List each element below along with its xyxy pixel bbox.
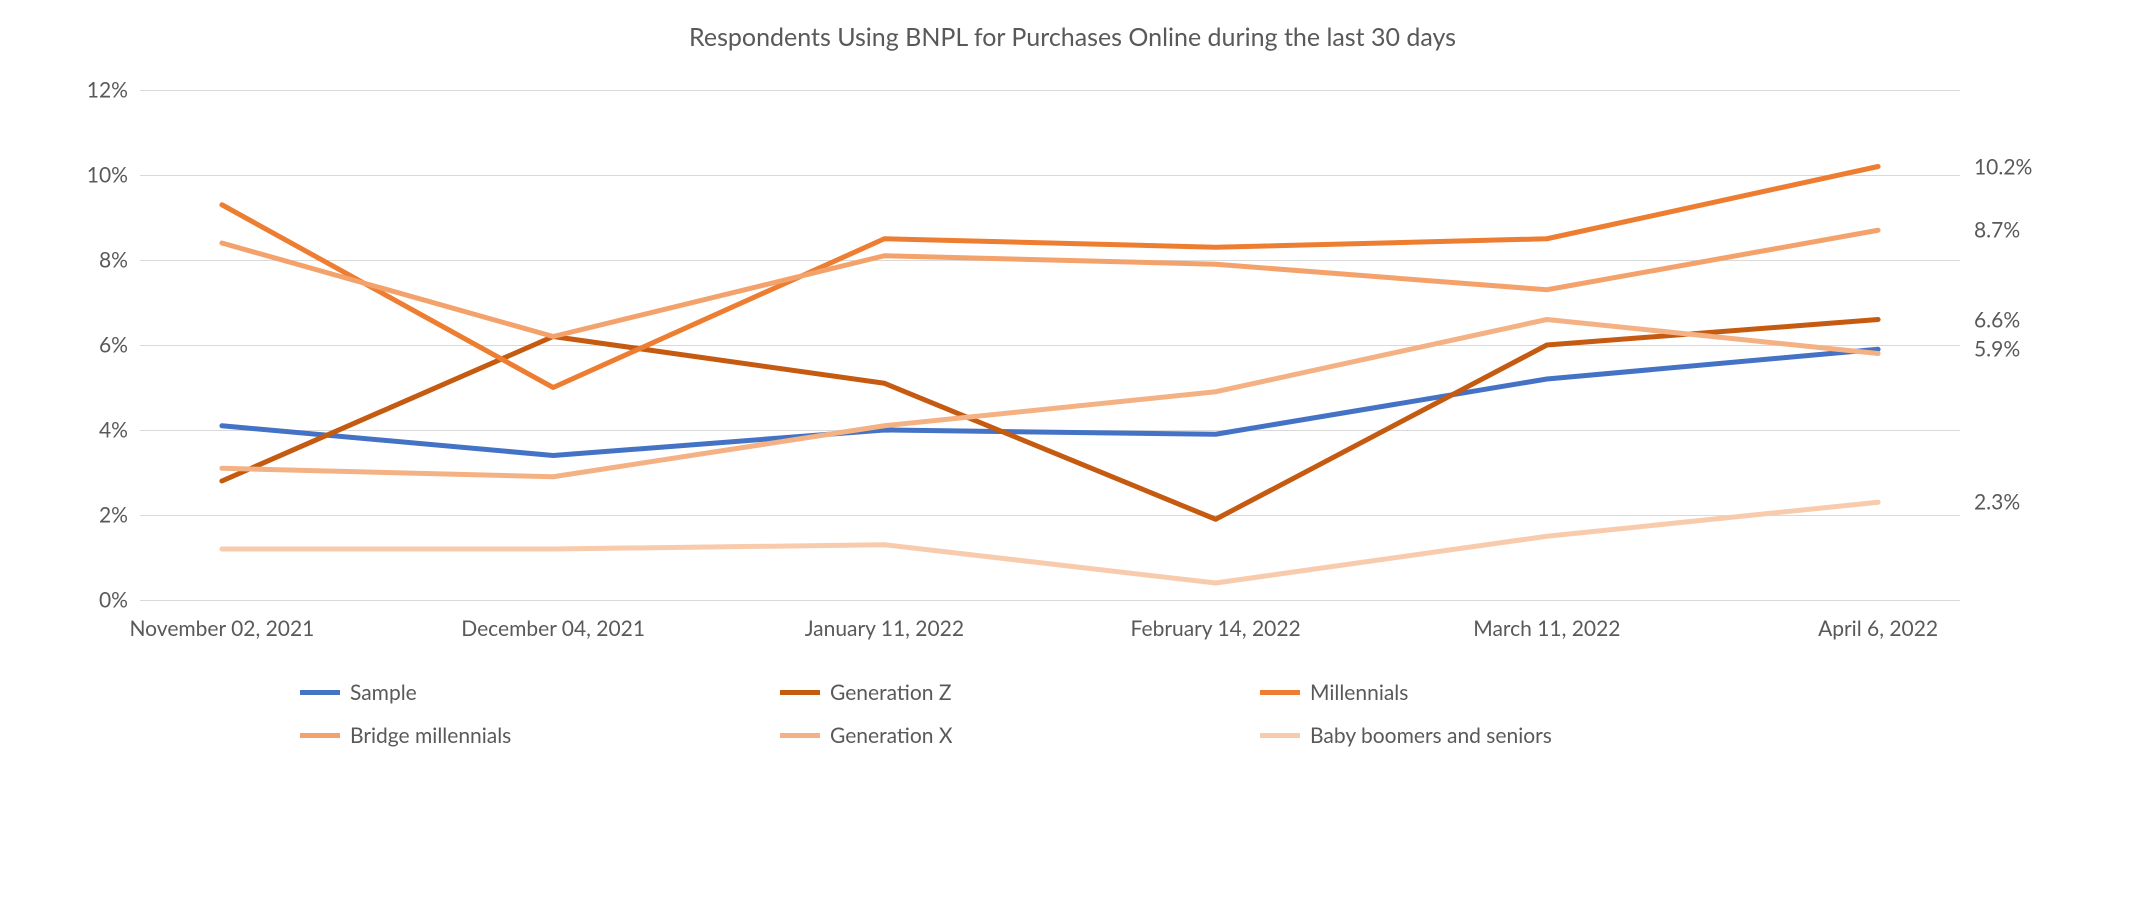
x-axis-tick: December 04, 2021 [461,616,645,641]
series-line [222,320,1878,520]
legend-item: Baby boomers and seniors [1260,723,1740,748]
plot-area: 0%2%4%6%8%10%12%November 02, 2021Decembe… [140,90,1960,600]
legend-item: Bridge millennials [300,723,780,748]
x-axis-tick: March 11, 2022 [1473,616,1620,641]
x-axis-tick: January 11, 2022 [805,616,964,641]
legend-swatch [1260,690,1300,695]
legend-label: Sample [350,680,417,705]
series-end-label: 5.9% [1974,337,2020,362]
series-end-label: 10.2% [1974,154,2032,179]
legend-label: Generation Z [830,680,951,705]
legend-swatch [1260,733,1300,738]
legend-item: Millennials [1260,680,1740,705]
series-line [222,230,1878,336]
legend-item: Generation X [780,723,1260,748]
legend-item: Sample [300,680,780,705]
legend-label: Millennials [1310,680,1408,705]
chart-title: Respondents Using BNPL for Purchases Onl… [0,0,2145,52]
y-axis-tick: 4% [99,418,128,443]
legend-label: Generation X [830,723,952,748]
x-axis-tick: April 6, 2022 [1818,616,1938,641]
legend-swatch [780,690,820,695]
series-line [222,349,1878,455]
series-end-label: 2.3% [1974,490,2020,515]
legend-swatch [300,690,340,695]
y-axis-tick: 12% [87,78,128,103]
gridline [140,600,1960,601]
series-end-label: 6.6% [1974,307,2020,332]
bnpl-usage-chart: Respondents Using BNPL for Purchases Onl… [0,0,2145,916]
series-line [222,502,1878,583]
y-axis-tick: 6% [99,333,128,358]
y-axis-tick: 10% [87,163,128,188]
x-axis-tick: February 14, 2022 [1131,616,1301,641]
legend-label: Baby boomers and seniors [1310,723,1552,748]
legend: Sample Generation Z Millennials Bridge mill… [300,680,1740,748]
legend-swatch [300,733,340,738]
y-axis-tick: 0% [99,588,128,613]
series-end-label: 8.7% [1974,218,2020,243]
series-lines [140,90,1960,600]
legend-label: Bridge millennials [350,723,511,748]
y-axis-tick: 2% [99,503,128,528]
legend-swatch [780,733,820,738]
x-axis-tick: November 02, 2021 [129,616,314,641]
legend-item: Generation Z [780,680,1260,705]
y-axis-tick: 8% [99,248,128,273]
